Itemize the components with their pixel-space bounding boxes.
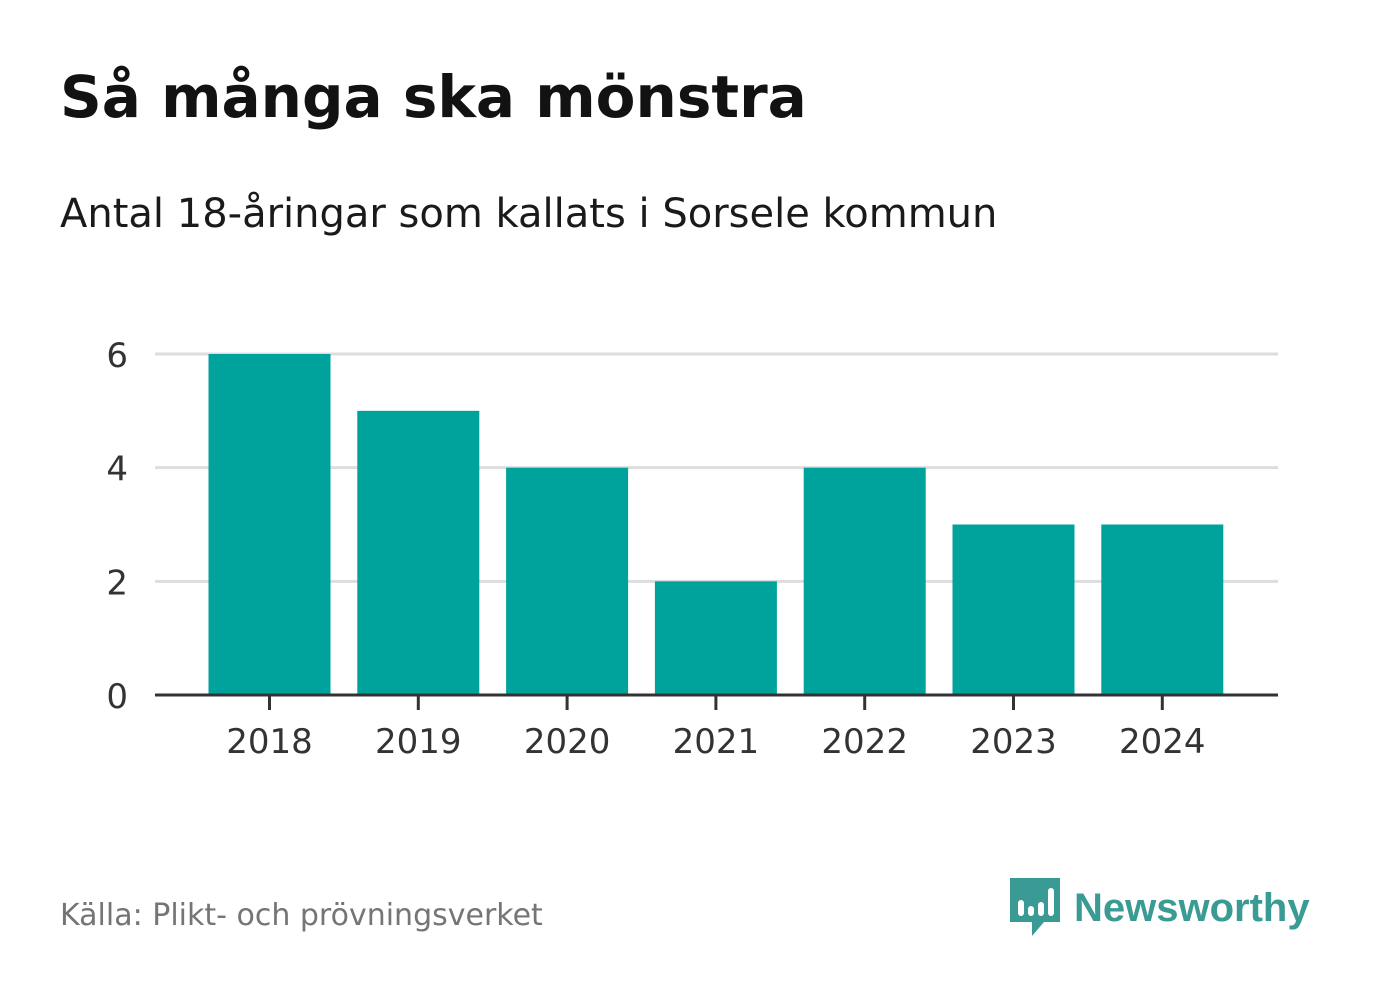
bar-2021 (654, 581, 777, 695)
y-tick-label: 2 (106, 563, 128, 603)
y-tick-label: 6 (106, 336, 128, 376)
newsworthy-logo-icon (1010, 878, 1060, 936)
bar-2022 (803, 467, 926, 695)
brand-name: Newsworthy (1074, 885, 1310, 930)
axes: 0 2 4 6 2018 2019 2020 2021 2022 2023 2024 (106, 336, 1278, 762)
bar-2024 (1101, 524, 1224, 695)
chart-title: Så många ska mönstra (60, 63, 807, 131)
bar-2020 (506, 467, 629, 695)
x-tick-label: 2023 (970, 722, 1057, 762)
chart-subtitle: Antal 18-åringar som kallats i Sorsele k… (60, 191, 998, 237)
y-tick-label: 4 (106, 450, 128, 490)
bar-2023 (952, 524, 1075, 695)
x-tick-label: 2024 (1119, 722, 1206, 762)
bar-chart: 0 2 4 6 2018 2019 2020 2021 2022 2023 2024 (106, 336, 1278, 762)
x-tick-label: 2022 (821, 722, 908, 762)
x-tick-label: 2020 (524, 722, 611, 762)
bars (208, 354, 1224, 695)
y-tick-label: 0 (106, 677, 128, 717)
bar-2019 (357, 410, 480, 695)
source-note: Källa: Plikt- och prövningsverket (60, 898, 543, 933)
x-tick-label: 2019 (375, 722, 462, 762)
bar-2018 (208, 354, 331, 695)
x-tick-label: 2021 (673, 722, 760, 762)
brand-logo: Newsworthy (1010, 878, 1310, 938)
x-tick-label: 2018 (226, 722, 313, 762)
